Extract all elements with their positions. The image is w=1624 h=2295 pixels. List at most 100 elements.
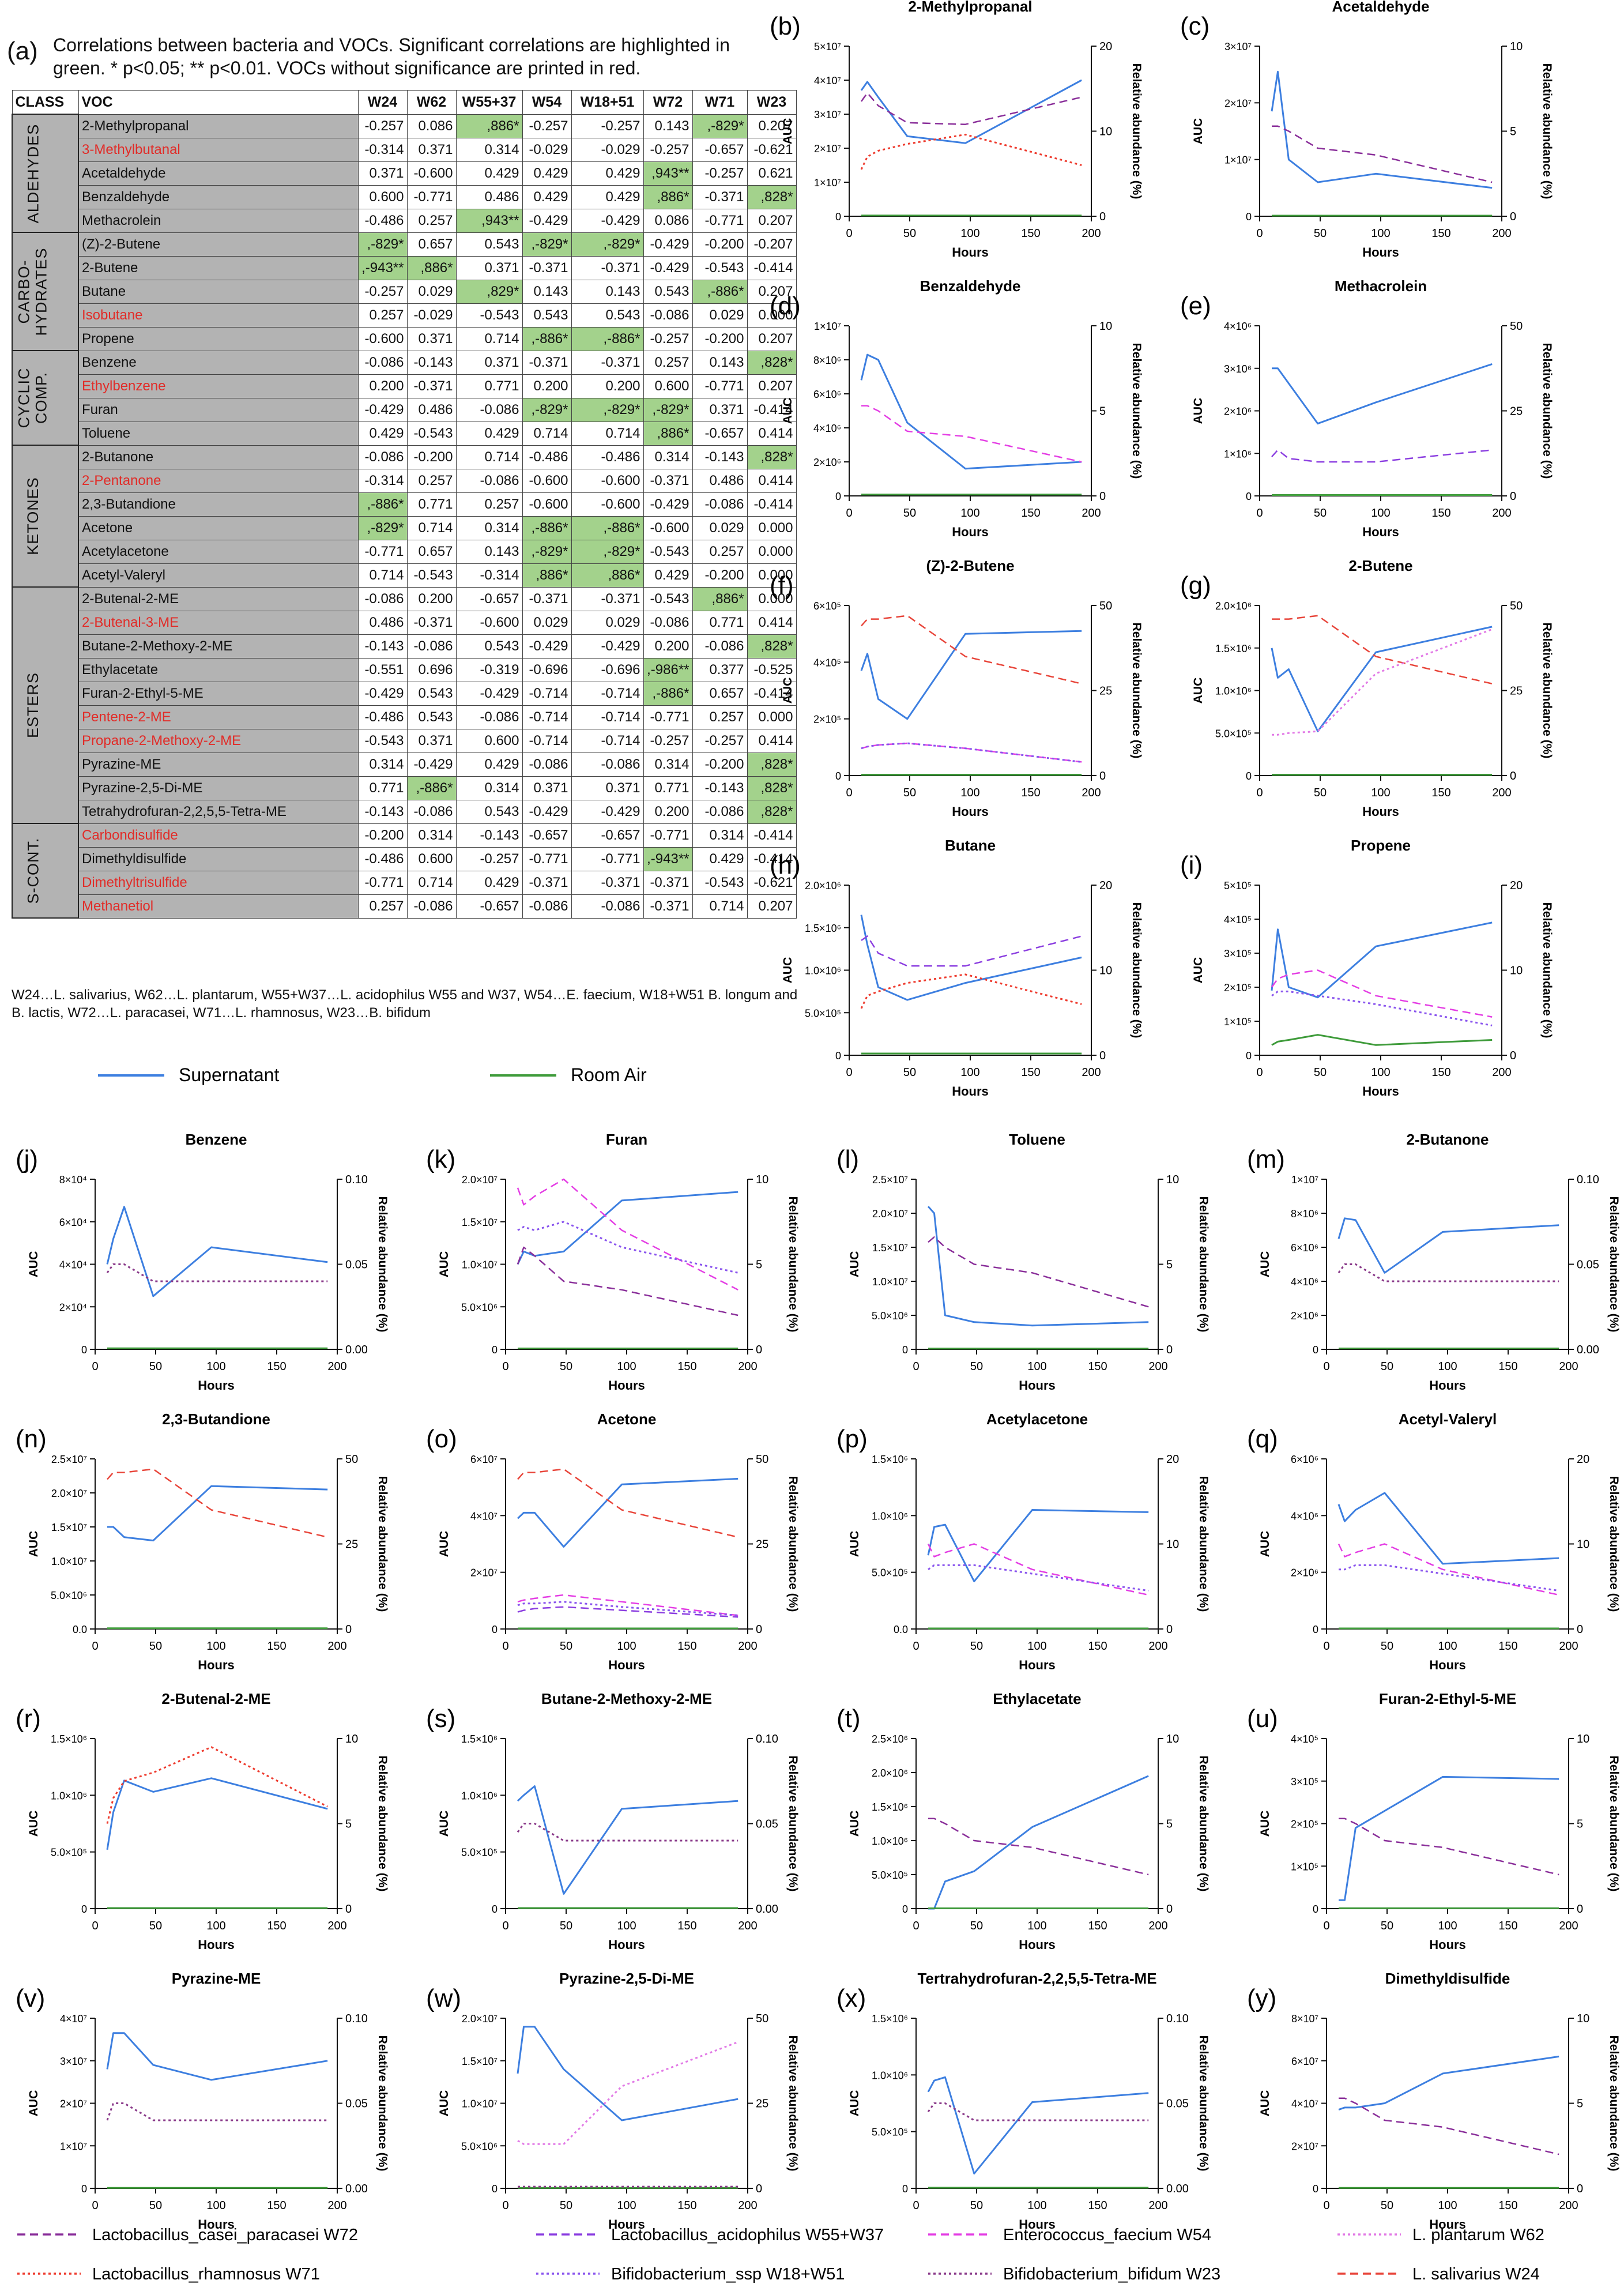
table-row: Furan-2-Ethyl-5-ME -0.429 0.543 -0.429 -0.71… [12,681,797,706]
y-tick-label: 4×10⁷ [1291,2098,1318,2110]
y2-tick-label: 25 [1510,405,1523,418]
x-tick-label: 200 [1492,227,1511,240]
y2-tick-label: 0 [345,1903,352,1916]
correlation-cell: 0.257 [455,492,523,517]
series-line-supernatant [1271,921,1493,999]
x-tick-label: 50 [903,787,916,799]
correlation-cell: 0.143 [455,539,523,564]
y-tick-label: 2.5×10⁷ [872,1174,908,1186]
correlation-cell: -0.429 [522,208,572,233]
x-tick-label: 200 [738,1640,757,1653]
series-line-supernatant [106,1206,328,1297]
y-tick-label: 4×10⁶ [1291,1276,1318,1288]
x-tick-label: 0 [846,507,852,520]
series-line-bifidoSsp [861,742,1082,763]
correlation-cell: 0.771 [455,374,523,398]
correlation-cell: 0.314 [455,516,523,540]
correlation-cell: -0.257 [357,114,408,138]
correlation-cell: -0.657 [571,823,644,848]
y2-axis-label: Relative abundance (%) [1607,1197,1621,1333]
panel-letter: (l) [837,1145,859,1173]
correlation-cell: 0.371 [692,397,748,422]
correlation-cell: 0.429 [455,161,523,186]
y-tick-label: 0.0 [73,1624,87,1635]
x-tick-label: 100 [960,227,979,240]
y-tick-label: 5.0×10⁶ [872,1310,908,1322]
x-tick-label: 150 [1431,1066,1450,1079]
y-tick-label: 3×10⁷ [1224,41,1252,52]
correlation-cell: -0.200 [692,326,748,351]
correlation-cell: -0.086 [522,894,572,919]
panel-letter: (e) [1180,292,1211,320]
correlation-cell: 0.029 [406,279,457,304]
x-tick-label: 0 [1323,2199,1329,2212]
x-tick-label: 0 [1323,1360,1329,1373]
correlation-cell: -0.543 [692,255,748,280]
correlation-cell: -0.200 [406,445,457,469]
y-tick-label: 0 [81,2183,87,2195]
correlation-cell: -0.771 [406,185,457,209]
correlation-cell: -0.371 [406,610,457,635]
x-tick-label: 100 [1027,1920,1046,1932]
correlation-cell: 0.429 [522,161,572,186]
y2-tick-label: 5 [1166,1818,1173,1831]
correlation-cell: -0.429 [357,397,408,422]
table-row: Furan -0.429 0.486 -0.086 ,-829* ,-829* ,-829*… [12,397,797,422]
correlation-cell: 0.657 [692,681,748,706]
y-axis-label: AUC [1258,1531,1272,1557]
panel-letter: (y) [1247,1984,1276,2012]
table-row: Acetone ,-829* 0.714 0.314 ,-886* ,-886* -0.60… [12,516,797,540]
voc-name-cell: 2-Pentanone [78,468,359,493]
y2-axis-label: Relative abundance (%) [786,1476,800,1612]
table-row: 2-Pentanone -0.314 0.257 -0.086 -0.600 -0.600… [12,468,797,493]
panel-letter: (b) [770,12,801,40]
correlation-cell: ,828* [747,350,797,375]
y-tick-label: 4×10⁶ [813,423,841,434]
x-tick-label: 150 [267,1920,286,1932]
y-tick-label: 0 [81,1903,87,1915]
class-cell: CYCLIC COMP. [12,350,79,446]
y-tick-label: 2×10⁴ [59,1301,87,1313]
correlation-cell: -0.086 [357,586,408,611]
y2-axis-label: Relative abundance (%) [786,1756,800,1892]
x-tick-label: 150 [1088,1920,1107,1932]
correlation-cell: -0.657 [455,586,523,611]
x-tick-label: 200 [738,2199,757,2212]
voc-name-cell: Acetone [78,516,359,540]
y-tick-label: 8×10⁶ [1291,1208,1318,1220]
y-tick-label: 2.5×10⁷ [51,1454,87,1465]
y2-tick-label: 25 [756,1538,768,1551]
table-header-cell: W18+51 [571,90,644,115]
x-tick-label: 100 [206,2199,225,2212]
y2-tick-label: 0 [1166,1903,1173,1916]
voc-name-cell: Dimethyltrisulfide [78,870,359,895]
y-tick-label: 0 [835,491,841,502]
y2-tick-label: 5 [1166,1259,1173,1271]
x-tick-label: 0 [502,1920,508,1932]
correlation-cell: 0.429 [692,846,748,871]
y2-tick-label: 0 [756,1344,762,1356]
x-tick-label: 100 [1027,2199,1046,2212]
correlation-cell: -0.086 [571,752,644,777]
correlation-cell: ,943** [455,208,523,233]
correlation-cell: -0.143 [406,350,457,375]
y2-tick-label: 0 [1099,490,1106,503]
y-tick-label: 0 [492,1903,498,1915]
correlation-cell: 0.543 [455,799,523,824]
legend-label: Lactobacillus_rhamnosus W71 [92,2265,320,2283]
table-row: Propene -0.600 0.371 0.714 ,-886* ,-886* -0.25… [12,326,797,351]
correlation-cell: 0.314 [692,823,748,848]
correlation-cell: 0.371 [455,350,523,375]
voc-name-cell: Ethylbenzene [78,374,359,398]
chart-title: Dimethyldisulfide [1385,1970,1510,1987]
x-tick-label: 50 [970,1920,983,1932]
x-tick-label: 50 [1381,1920,1393,1932]
correlation-cell: 0.029 [692,303,748,328]
y-tick-label: 0 [902,1903,908,1915]
series-line-bifidoSsp [517,1601,738,1616]
x-tick-label: 200 [738,1360,757,1373]
y2-axis-label: Relative abundance (%) [1130,63,1143,200]
